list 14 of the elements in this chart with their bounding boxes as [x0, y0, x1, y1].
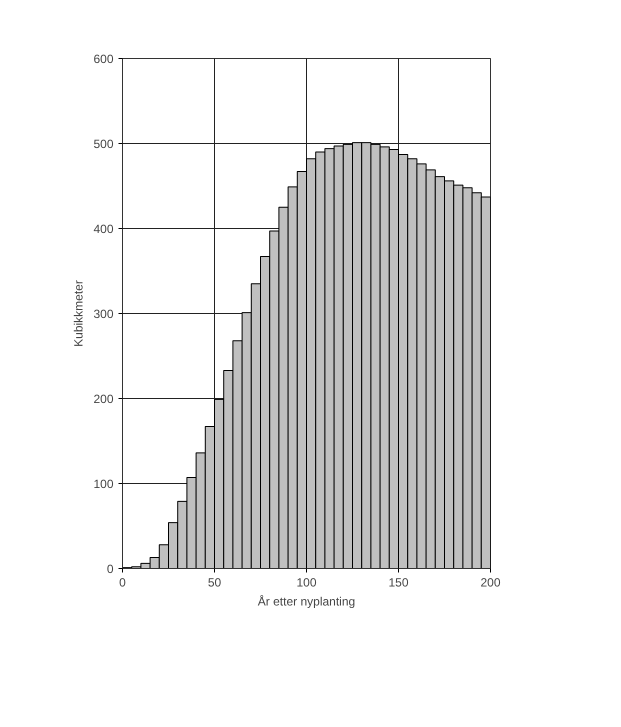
- y-tick-label: 400: [93, 222, 114, 236]
- y-tick-label: 500: [93, 137, 114, 151]
- x-tick-label: 100: [296, 576, 317, 590]
- y-tick-label: 600: [93, 52, 114, 66]
- y-axis-title: Kubikkmeter: [71, 280, 86, 347]
- x-tick-label: 150: [388, 576, 409, 590]
- y-tick-label: 200: [93, 392, 114, 406]
- y-tick-label: 100: [93, 477, 114, 491]
- y-tick-label: 300: [93, 307, 114, 321]
- x-tick-label: 50: [208, 576, 222, 590]
- x-axis-title: År etter nyplanting: [258, 594, 356, 608]
- y-tick-label: 0: [106, 562, 114, 576]
- x-tick-label: 200: [480, 576, 501, 590]
- x-tick-label: 0: [119, 576, 126, 590]
